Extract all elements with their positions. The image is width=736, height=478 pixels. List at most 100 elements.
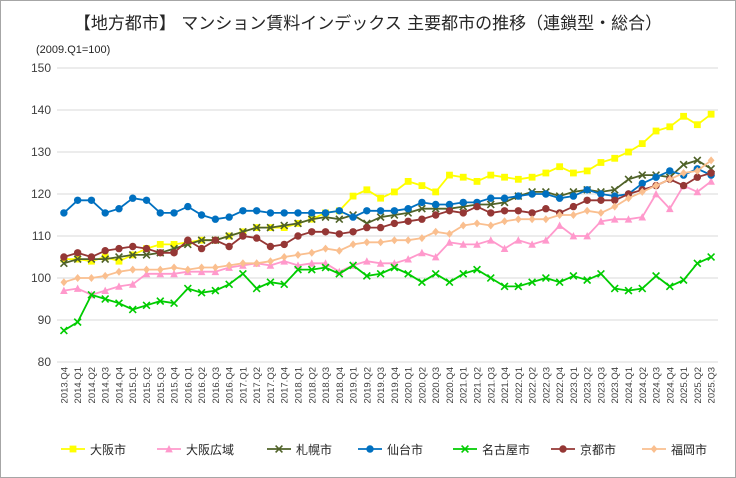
data-point [487, 171, 495, 179]
x-tick-label: 2019.Q4 [390, 367, 401, 403]
data-point [266, 242, 275, 251]
data-point [101, 247, 109, 255]
data-point [307, 259, 316, 267]
data-point [501, 173, 508, 181]
legend-item: 京都市 [550, 440, 616, 458]
data-point [280, 221, 289, 230]
data-point [487, 221, 495, 230]
data-point [363, 257, 371, 265]
x-tick-label: 2024.Q2 [638, 367, 649, 403]
legend-label: 札幌市 [296, 442, 333, 457]
data-point [638, 171, 647, 180]
data-point [280, 253, 288, 261]
data-point [404, 205, 412, 213]
data-point [638, 187, 646, 196]
data-point [170, 241, 178, 248]
legend-item: 大阪広域 [156, 440, 234, 458]
data-point [390, 207, 399, 215]
data-point [652, 181, 660, 190]
data-point [432, 227, 440, 236]
legend: 大阪市 大阪広域 札幌市 仙台市 名古屋市 京都市 福岡市 [0, 440, 736, 458]
legend-item: 仙台市 [357, 440, 423, 458]
data-point [321, 228, 330, 236]
data-point [666, 123, 674, 131]
y-tick-label: 100 [31, 271, 51, 285]
data-point [528, 173, 536, 181]
data-point [115, 205, 123, 213]
data-point [363, 238, 371, 247]
data-point [501, 217, 508, 226]
legend-label: 京都市 [580, 442, 617, 457]
legend-swatch [551, 445, 575, 453]
data-point [486, 236, 495, 244]
data-point [514, 192, 523, 200]
data-point [445, 278, 454, 287]
data-point [156, 265, 164, 274]
data-point [693, 156, 702, 165]
data-point [275, 445, 283, 453]
data-point [528, 215, 536, 224]
data-point [445, 200, 454, 209]
data-point [542, 215, 550, 224]
data-point [473, 219, 481, 228]
data-point [294, 209, 302, 217]
data-point [583, 232, 591, 240]
data-point [707, 253, 716, 261]
data-point [101, 295, 110, 303]
data-point [73, 255, 82, 264]
data-point [363, 207, 371, 215]
series-福岡市 [60, 156, 715, 287]
data-point [225, 242, 233, 251]
y-tick-label: 130 [31, 145, 51, 159]
data-point [101, 253, 109, 261]
data-point [267, 257, 274, 266]
gridlines [57, 67, 718, 363]
data-point [198, 263, 205, 272]
data-point [225, 232, 234, 240]
series-line [63, 180, 712, 296]
legend-swatch [642, 445, 666, 453]
data-point [528, 278, 537, 287]
legend-swatch [453, 445, 477, 453]
data-point [59, 259, 68, 268]
chart-title: 【地方都市】 マンション賃料インデックス 主要都市の推移（連鎖型・総合） [73, 14, 663, 34]
data-point [570, 169, 577, 177]
data-point [597, 159, 605, 166]
data-point [487, 209, 495, 217]
data-point [183, 284, 192, 293]
data-point [363, 186, 371, 194]
data-point [115, 267, 123, 276]
data-point [252, 234, 261, 242]
data-point [377, 238, 385, 247]
data-point [418, 182, 426, 189]
data-point [652, 271, 660, 280]
data-point [335, 230, 344, 238]
data-point [101, 271, 109, 280]
x-tick-label: 2017.Q1 [238, 367, 249, 403]
data-point [417, 204, 426, 213]
data-point [376, 259, 385, 267]
x-tick-label: 2016.Q4 [225, 367, 236, 403]
data-point [225, 261, 233, 270]
data-point [390, 188, 398, 196]
data-point [473, 265, 481, 274]
data-point [707, 156, 715, 165]
data-point [184, 202, 192, 211]
series-名古屋市 [59, 253, 716, 335]
data-point [294, 219, 302, 228]
data-point [473, 202, 481, 211]
data-point [225, 280, 234, 289]
data-point [376, 223, 385, 232]
x-tick-label: 2021.Q4 [500, 367, 511, 403]
data-point [459, 209, 467, 217]
data-point [583, 186, 591, 194]
data-point [418, 248, 426, 257]
data-point [432, 188, 440, 196]
data-point [404, 178, 412, 185]
data-point [294, 265, 302, 274]
x-tick-label: 2018.Q1 [293, 367, 304, 403]
data-point [376, 207, 385, 215]
data-point [666, 204, 674, 213]
data-point [197, 244, 206, 253]
data-point [597, 196, 605, 204]
